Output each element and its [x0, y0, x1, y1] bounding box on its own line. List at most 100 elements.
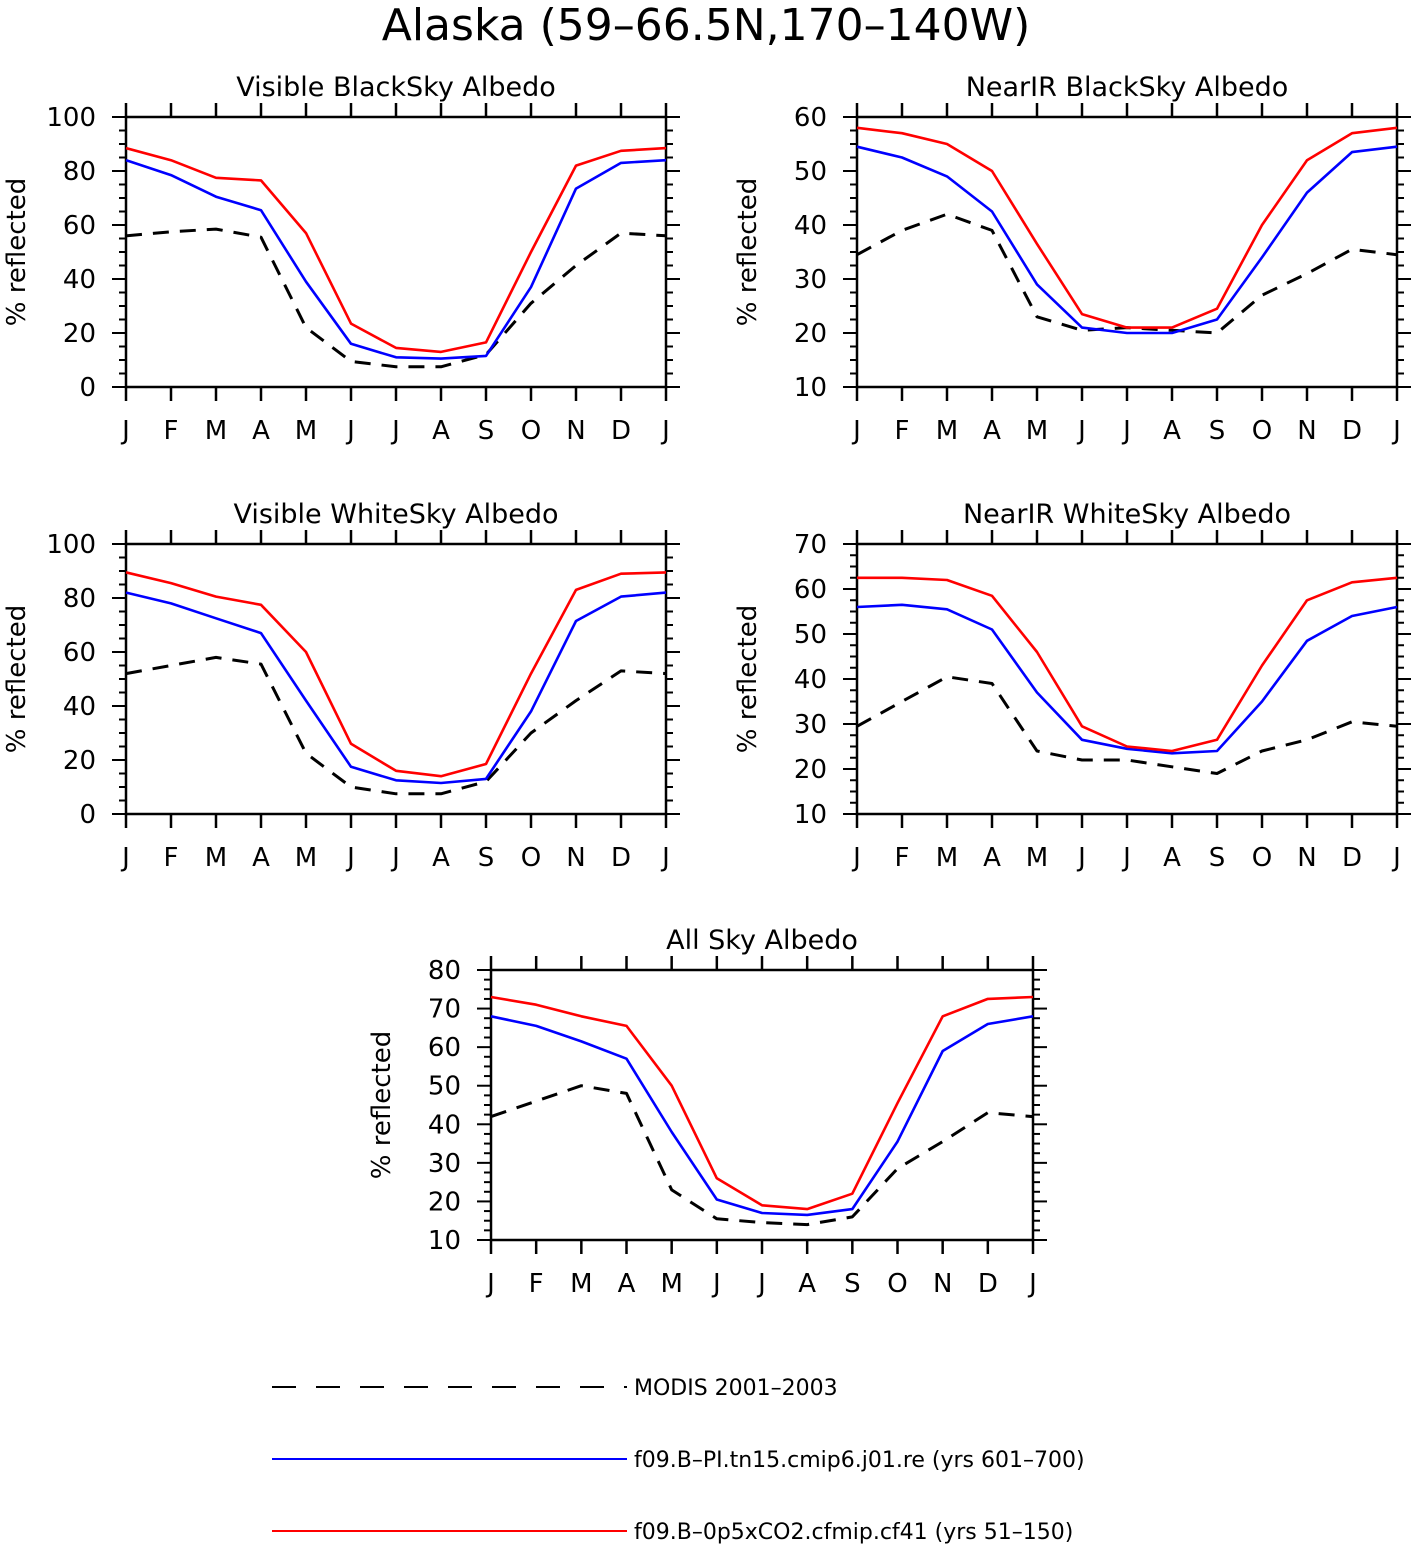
x-tick-label: J	[851, 416, 861, 446]
x-tick-label: A	[252, 843, 270, 873]
y-tick-label: 40	[63, 692, 96, 722]
x-tick-label: J	[711, 1269, 721, 1299]
plot-frame	[855, 115, 1399, 389]
x-tick-label: S	[1209, 843, 1226, 873]
x-tick-label: S	[478, 416, 495, 446]
y-tick-label: 40	[794, 665, 827, 695]
y-tick-label: 20	[794, 755, 827, 785]
y-tick-label: 10	[794, 373, 827, 403]
y-tick-label: 80	[63, 584, 96, 614]
x-tick-label: F	[895, 416, 910, 446]
x-tick-label: D	[978, 1269, 998, 1299]
y-tick-label: 50	[794, 157, 827, 187]
x-tick-label: A	[618, 1269, 636, 1299]
series-line-modis-2001-2003	[856, 675, 1398, 775]
x-tick-label: F	[529, 1269, 544, 1299]
x-tick-label: D	[1342, 416, 1362, 446]
x-tick-label: A	[798, 1269, 816, 1299]
x-tick-label: F	[164, 416, 179, 446]
legend-item: f09.B–0p5xCO2.cfmip.cf41 (yrs 51–150)	[272, 1520, 1073, 1545]
x-tick-label: F	[164, 843, 179, 873]
x-tick-label: J	[756, 1269, 766, 1299]
y-tick-label: 70	[794, 530, 827, 560]
y-tick-label: 0	[79, 373, 96, 403]
y-tick-label: 80	[63, 157, 96, 187]
y-tick-label: 60	[794, 103, 827, 133]
plot-frame	[489, 968, 1035, 1242]
series-line-modis-2001-2003	[125, 227, 667, 369]
x-tick-label: J	[345, 416, 355, 446]
series-line-f09-b-pi-tn15-cmip6-j01-re-yrs-601-700	[125, 591, 667, 785]
x-tick-label: J	[660, 416, 670, 446]
x-tick-label: M	[205, 416, 227, 446]
legend-label: f09.B–PI.tn15.cmip6.j01.re (yrs 601–700)	[634, 1448, 1085, 1473]
x-tick-label: N	[1297, 416, 1316, 446]
x-tick-label: O	[1252, 416, 1272, 446]
x-tick-label: S	[844, 1269, 861, 1299]
x-tick-label: S	[1209, 416, 1226, 446]
x-tick-label: A	[252, 416, 270, 446]
y-tick-label: 60	[63, 211, 96, 241]
y-tick-label: 50	[428, 1072, 461, 1102]
x-tick-label: M	[295, 416, 317, 446]
y-tick-label: 40	[794, 211, 827, 241]
x-tick-label: N	[933, 1269, 952, 1299]
y-tick-label: 20	[428, 1187, 461, 1217]
x-tick-label: J	[660, 843, 670, 873]
x-tick-label: M	[936, 843, 958, 873]
x-tick-label: M	[295, 843, 317, 873]
x-tick-label: O	[521, 416, 541, 446]
x-tick-label: N	[566, 843, 585, 873]
x-tick-label: A	[1163, 843, 1181, 873]
y-tick-label: 30	[428, 1149, 461, 1179]
x-tick-label: J	[1121, 416, 1131, 446]
series-line-f09-b-pi-tn15-cmip6-j01-re-yrs-601-700	[856, 145, 1398, 335]
legend-item: MODIS 2001–2003	[272, 1376, 838, 1401]
x-tick-label: N	[566, 416, 585, 446]
series-line-f09-b-0p5xco2-cfmip-cf41-yrs-51-150	[490, 995, 1034, 1211]
x-tick-label: A	[1163, 416, 1181, 446]
x-tick-label: O	[887, 1269, 907, 1299]
y-tick-label: 60	[63, 638, 96, 668]
x-tick-label: J	[390, 416, 400, 446]
x-tick-label: A	[432, 843, 450, 873]
y-tick-label: 60	[428, 1033, 461, 1063]
y-tick-label: 100	[46, 103, 96, 133]
x-tick-label: J	[1076, 416, 1086, 446]
chart-title: Visible WhiteSky Albedo	[233, 499, 558, 530]
y-tick-label: 10	[794, 800, 827, 830]
series-line-modis-2001-2003	[856, 212, 1398, 335]
x-tick-label: J	[120, 843, 130, 873]
x-tick-label: J	[851, 843, 861, 873]
x-tick-label: S	[478, 843, 495, 873]
y-tick-label: 50	[794, 620, 827, 650]
series-line-modis-2001-2003	[125, 655, 667, 796]
x-tick-label: A	[983, 416, 1001, 446]
series-line-f09-b-pi-tn15-cmip6-j01-re-yrs-601-700	[125, 158, 667, 360]
x-tick-label: M	[936, 416, 958, 446]
chart-title: NearIR WhiteSky Albedo	[963, 499, 1291, 530]
legend-label: f09.B–0p5xCO2.cfmip.cf41 (yrs 51–150)	[634, 1520, 1073, 1545]
y-tick-label: 100	[46, 530, 96, 560]
x-tick-label: D	[1342, 843, 1362, 873]
y-tick-label: 0	[79, 800, 96, 830]
y-tick-label: 20	[794, 319, 827, 349]
y-tick-label: 40	[63, 265, 96, 295]
x-tick-label: M	[1026, 416, 1048, 446]
x-tick-label: J	[345, 843, 355, 873]
series-line-f09-b-pi-tn15-cmip6-j01-re-yrs-601-700	[856, 603, 1398, 755]
x-tick-label: J	[1391, 416, 1401, 446]
legend: MODIS 2001–2003 f09.B–PI.tn15.cmip6.j01.r…	[272, 1376, 1085, 1545]
y-tick-label: 80	[428, 956, 461, 986]
x-tick-label: M	[660, 1269, 682, 1299]
x-tick-label: F	[895, 843, 910, 873]
y-axis-label: % reflected	[733, 605, 763, 753]
x-tick-label: D	[611, 416, 631, 446]
y-tick-label: 30	[794, 710, 827, 740]
series-line-f09-b-0p5xco2-cfmip-cf41-yrs-51-150	[856, 126, 1398, 329]
